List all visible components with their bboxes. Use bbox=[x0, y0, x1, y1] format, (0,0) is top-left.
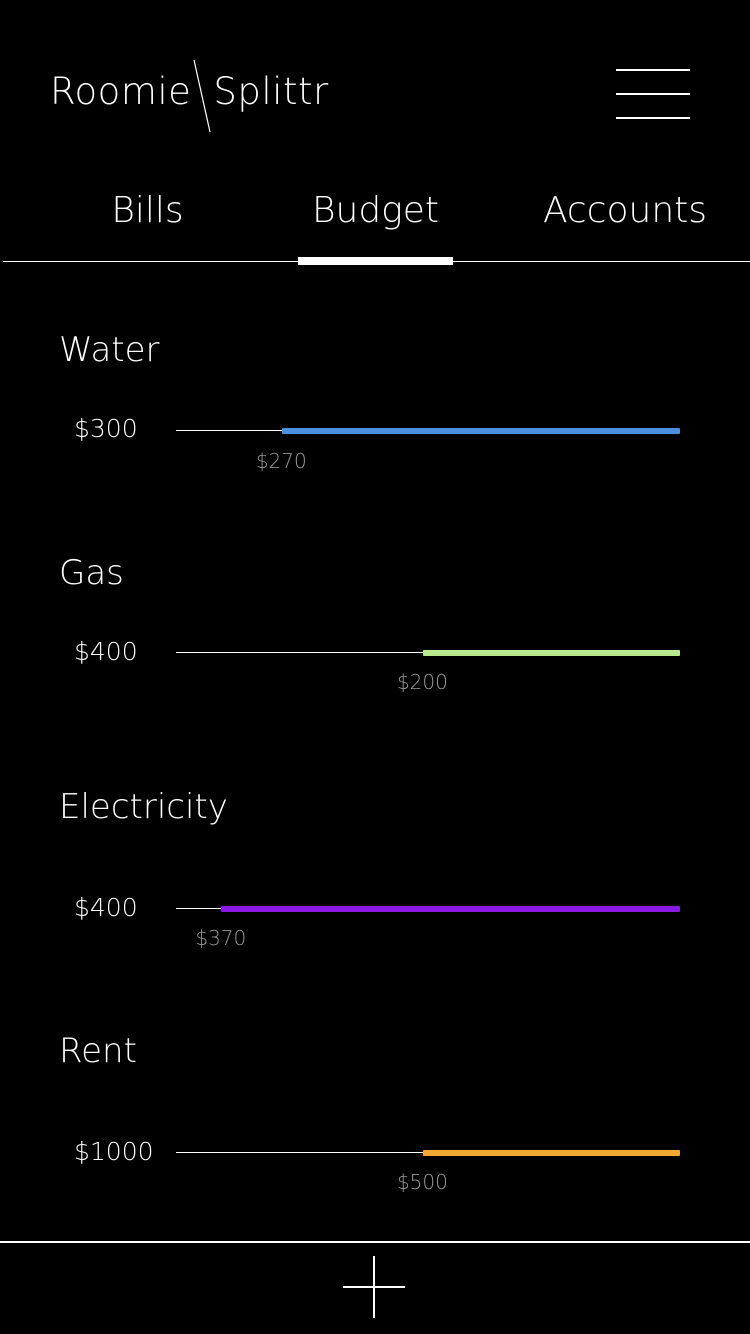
category-total: $300 bbox=[74, 414, 138, 443]
app-logo: Roomie Splittr bbox=[50, 59, 329, 133]
category-title: Electricity bbox=[59, 787, 228, 827]
plus-icon[interactable] bbox=[343, 1256, 405, 1318]
logo-slash-icon bbox=[191, 58, 213, 134]
logo-text-left: Roomie bbox=[50, 70, 192, 113]
active-tab-indicator bbox=[298, 257, 453, 265]
logo-text-right: Splittr bbox=[213, 70, 329, 113]
hamburger-menu-icon[interactable] bbox=[616, 68, 690, 120]
tab-bills[interactable]: Bills bbox=[111, 190, 184, 231]
spent-amount: $270 bbox=[255, 449, 307, 473]
category-title: Rent bbox=[59, 1031, 137, 1071]
spent-amount: $500 bbox=[396, 1170, 448, 1194]
app-header: Roomie Splittr bbox=[0, 0, 750, 170]
category-total: $400 bbox=[74, 637, 138, 666]
tab-budget[interactable]: Budget bbox=[311, 190, 440, 231]
tab-bar: Bills Budget Accounts bbox=[0, 190, 750, 265]
spent-amount: $200 bbox=[396, 670, 448, 694]
budget-bar-fill bbox=[422, 650, 680, 656]
footer-divider bbox=[0, 1241, 750, 1243]
category-title: Gas bbox=[59, 553, 124, 593]
category-title: Water bbox=[59, 330, 160, 370]
spent-amount: $370 bbox=[195, 926, 247, 950]
budget-bar-fill bbox=[281, 428, 680, 434]
budget-bar-fill bbox=[422, 1150, 680, 1156]
tab-accounts[interactable]: Accounts bbox=[542, 190, 708, 231]
category-total: $400 bbox=[74, 893, 138, 922]
budget-bar-fill bbox=[221, 906, 680, 912]
category-total: $1000 bbox=[74, 1137, 154, 1166]
